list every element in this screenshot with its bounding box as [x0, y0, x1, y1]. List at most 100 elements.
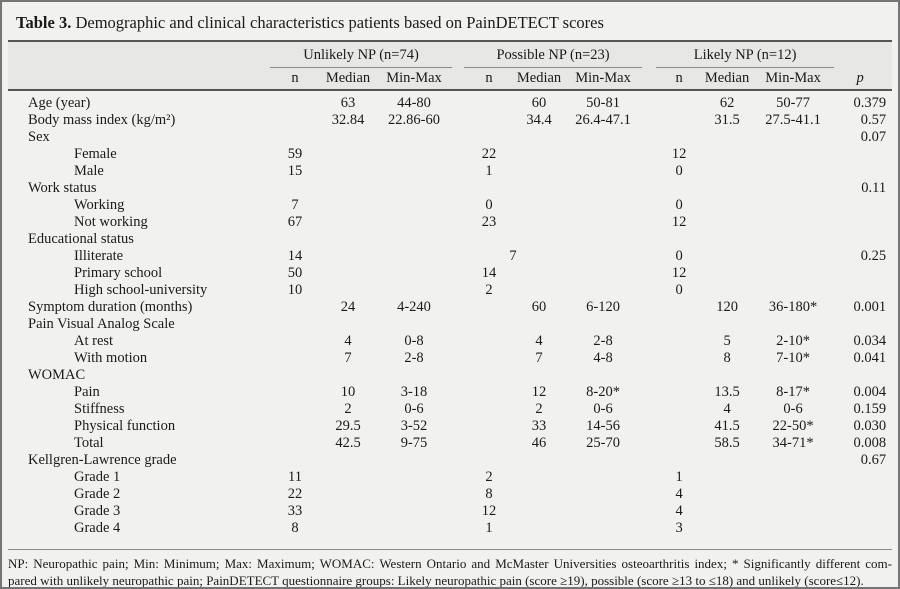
cell-mm2 [564, 231, 642, 248]
table-row: Age (year) 63 44-80 60 50-81 62 50-77 0.379 [8, 90, 892, 112]
table-number: Table 3. [16, 13, 72, 32]
cell-med2: 2 [535, 401, 543, 417]
cell-n1 [270, 435, 320, 452]
subheader-minmax: Min-Max [564, 67, 643, 91]
cell-p: 0.004 [853, 384, 887, 400]
cell-med1 [320, 486, 376, 503]
cell-mm3 [752, 265, 834, 282]
spacer-cell [452, 435, 464, 452]
cell-mm3 [752, 180, 834, 197]
cell-med3 [702, 503, 752, 520]
cell-n1 [270, 452, 320, 469]
spacer-cell [452, 214, 464, 231]
cell-mm3 [752, 452, 834, 469]
cell-n2: 14 [481, 265, 497, 281]
cell-med3 [702, 520, 752, 537]
cell-n2 [464, 367, 514, 384]
cell-n3: 12 [671, 146, 687, 162]
cell-med1: 4 [344, 333, 352, 349]
cell-med3 [702, 282, 752, 299]
table-row: At rest 4 0-8 4 2-8 5 2-10* 0.034 [8, 333, 892, 350]
subheader-median: Median [702, 67, 753, 91]
spacer-cell [642, 67, 657, 91]
cell-med1: 42.5 [335, 435, 361, 451]
spacer-cell [642, 435, 656, 452]
cell-med3: 62 [719, 95, 735, 111]
spacer-cell [452, 299, 464, 316]
cell-p [834, 146, 892, 163]
cell-med3 [702, 197, 752, 214]
spacer-cell [642, 486, 656, 503]
cell-mm2 [564, 197, 642, 214]
cell-n3 [656, 90, 702, 112]
cell-n1: 7 [291, 197, 299, 213]
subheader-median: Median [514, 67, 565, 91]
cell-n3 [656, 401, 702, 418]
cell-mm2 [564, 316, 642, 333]
row-label: Body mass index (kg/m²) [28, 112, 176, 128]
cell-mm3 [752, 503, 834, 520]
cell-med1 [320, 520, 376, 537]
spacer-cell [452, 265, 464, 282]
cell-mm1 [376, 146, 452, 163]
table-row: WOMAC [8, 367, 892, 384]
table-row: Working 7 0 0 [8, 197, 892, 214]
cell-med3: 13.5 [714, 384, 740, 400]
cell-mm2 [564, 452, 642, 469]
cell-p: 0.25 [860, 248, 887, 264]
row-label: Educational status [28, 231, 134, 247]
cell-p: 0.030 [853, 418, 887, 434]
cell-mm3: 7-10* [776, 350, 810, 366]
row-label: Grade 3 [74, 503, 121, 519]
cell-med1 [320, 316, 376, 333]
cell-p: 0.57 [860, 112, 887, 128]
cell-p [834, 197, 892, 214]
cell-mm1 [376, 503, 452, 520]
cell-n1 [270, 401, 320, 418]
table-caption: Demographic and clinical characteristics… [71, 13, 604, 32]
cell-mm3: 2-10* [776, 333, 810, 349]
spacer-cell [452, 333, 464, 350]
cell-med1: 29.5 [335, 418, 361, 434]
characteristics-table: Unlikely NP (n=74) Possible NP (n=23) Li… [8, 40, 893, 537]
subheader-minmax: Min-Max [752, 67, 835, 91]
cell-med2 [514, 316, 564, 333]
cell-med3: 58.5 [714, 435, 740, 451]
spacer-cell [642, 316, 656, 333]
cell-med1 [320, 282, 376, 299]
cell-n3: 0 [675, 163, 683, 179]
spacer-cell [452, 40, 465, 67]
cell-mm3 [752, 367, 834, 384]
cell-med1 [320, 163, 376, 180]
spacer-cell [452, 231, 464, 248]
cell-med3 [702, 180, 752, 197]
table-row: Grade 3 33 12 4 [8, 503, 892, 520]
cell-p: 0.041 [853, 350, 887, 366]
cell-n2 [464, 401, 514, 418]
table-row: Grade 4 8 1 3 [8, 520, 892, 537]
cell-n1: 50 [287, 265, 303, 281]
spacer-cell [452, 112, 464, 129]
table-row: Male 15 1 0 [8, 163, 892, 180]
cell-med2 [514, 367, 564, 384]
spacer-cell [452, 90, 464, 112]
cell-med3: 31.5 [714, 112, 740, 128]
spacer-cell [452, 282, 464, 299]
cell-mm1 [376, 486, 452, 503]
label-column-header [8, 67, 270, 91]
table-row: Symptom duration (months) 24 4-240 60 6-120 1… [8, 299, 892, 316]
cell-med2: 34.4 [526, 112, 552, 128]
spacer-cell [452, 350, 464, 367]
cell-n2 [464, 384, 514, 401]
row-label: Stiffness [74, 401, 125, 417]
cell-n1: 22 [287, 486, 303, 502]
cell-mm1 [376, 520, 452, 537]
cell-med3: 5 [723, 333, 731, 349]
cell-n3: 4 [675, 503, 683, 519]
cell-mm3: 22-50* [772, 418, 814, 434]
cell-n2: 1 [485, 520, 493, 536]
cell-med2: 4 [535, 333, 543, 349]
group-header-unlikely-np: Unlikely NP (n=74) [270, 40, 453, 68]
cell-mm1 [376, 214, 452, 231]
